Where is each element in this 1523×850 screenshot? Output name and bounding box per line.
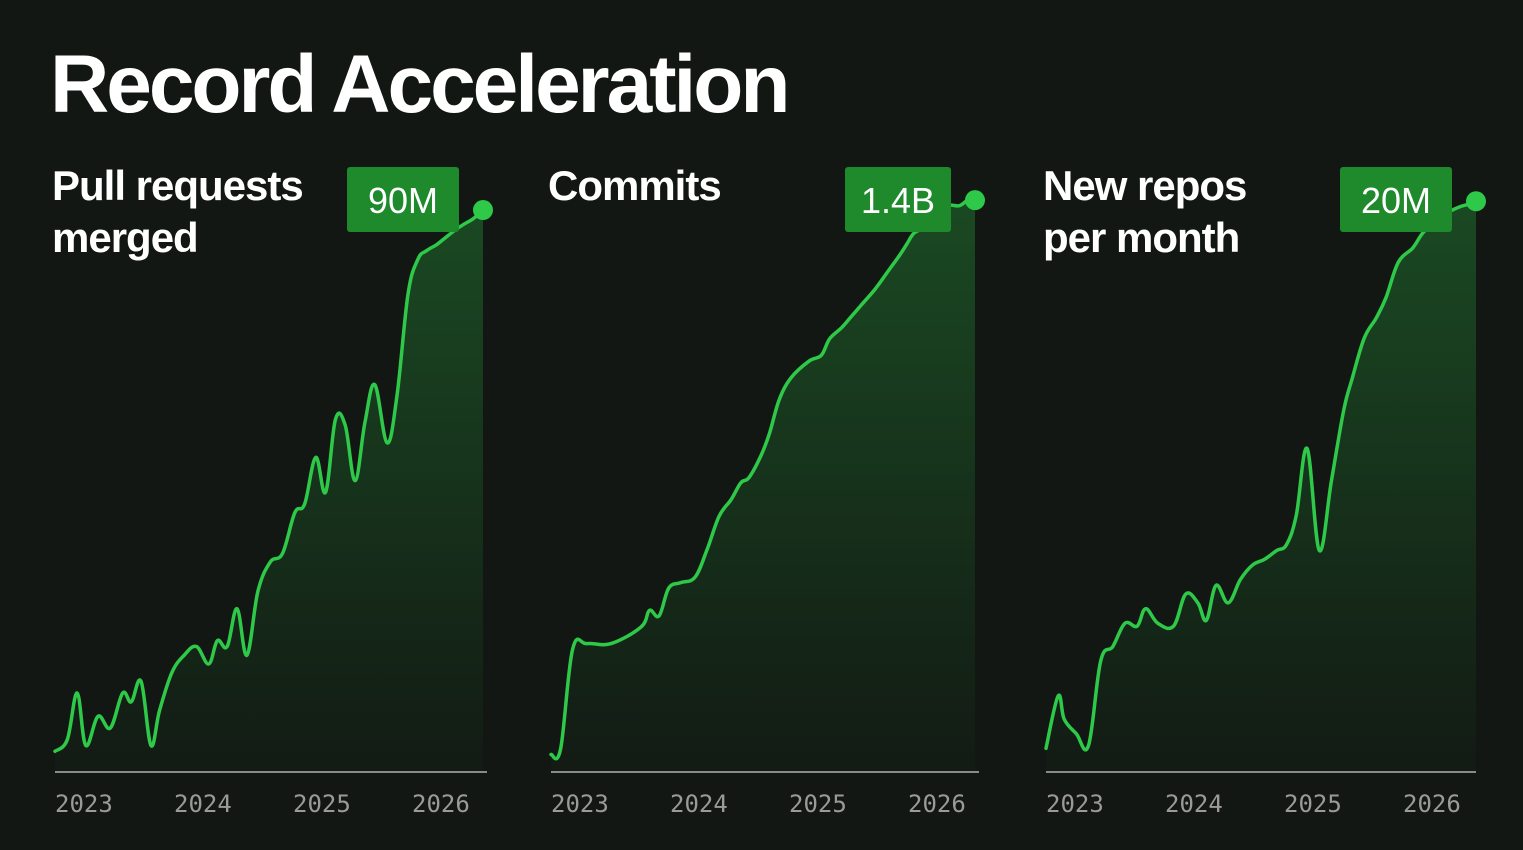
- panel-title: New repos: [1043, 162, 1246, 209]
- badge-value: 20M: [1361, 180, 1431, 221]
- x-tick-label: 2024: [174, 790, 232, 818]
- area-fill: [551, 199, 975, 772]
- badge-background: [1340, 167, 1452, 232]
- x-tick-label: 2024: [670, 790, 728, 818]
- x-tick-label: 2025: [1284, 790, 1342, 818]
- panel-title: per month: [1043, 214, 1239, 261]
- series-line: [549, 197, 977, 761]
- badge-background: [845, 167, 951, 232]
- badge-background: [347, 167, 459, 232]
- x-tick-label: 2025: [293, 790, 351, 818]
- page-title: Record Acceleration: [50, 39, 790, 130]
- x-tick-label: 2026: [908, 790, 966, 818]
- x-tick-label: 2023: [55, 790, 113, 818]
- x-tick-label: 2023: [551, 790, 609, 818]
- chart-panel-3: 2023 2024 2025 2026 New repos per month 20M: [1043, 162, 1486, 818]
- area-fill: [1046, 201, 1476, 772]
- panel-title: Pull requests: [52, 162, 303, 209]
- value-badge: 90M: [347, 167, 459, 232]
- endpoint-dot: [473, 200, 493, 221]
- x-tick-label: 2023: [1046, 790, 1104, 818]
- chart-panel-2: 2023 2024 2025 2026 Commits 1.4B: [548, 162, 985, 818]
- value-badge: 20M: [1340, 167, 1452, 232]
- panel-title: merged: [52, 214, 198, 261]
- endpoint-dot: [1466, 191, 1486, 212]
- area-fill: [55, 210, 483, 772]
- value-badge: 1.4B: [845, 167, 951, 232]
- x-tick-label: 2025: [789, 790, 847, 818]
- endpoint-dot: [965, 190, 985, 211]
- badge-value: 90M: [368, 180, 438, 221]
- panel-title: Commits: [548, 162, 721, 209]
- x-tick-label: 2026: [412, 790, 470, 818]
- series-line: [53, 208, 485, 754]
- series-line: [1044, 199, 1478, 752]
- chart-panel-1: 2023 2024 2025 2026 Pull requests merged 90M: [52, 162, 493, 818]
- x-tick-label: 2026: [1403, 790, 1461, 818]
- badge-value: 1.4B: [861, 180, 935, 221]
- x-tick-label: 2024: [1165, 790, 1223, 818]
